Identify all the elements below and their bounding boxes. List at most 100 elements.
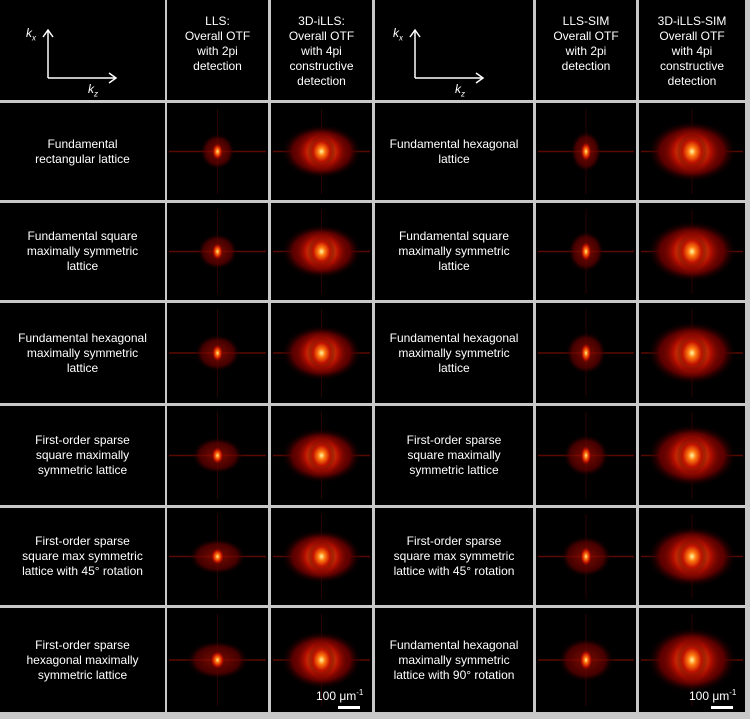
scale-line bbox=[711, 706, 733, 709]
otf-image bbox=[273, 309, 370, 397]
scale-superscript: -1 bbox=[356, 688, 364, 697]
column-header: LLS-SIM Overall OTF with 2pi detection bbox=[536, 0, 636, 100]
text-line: First-order sparse bbox=[35, 433, 130, 447]
text-line: LLS: bbox=[205, 14, 230, 28]
image-cell bbox=[639, 303, 745, 403]
scale-bar: 100 μm-1 bbox=[689, 688, 737, 709]
axes-arrows bbox=[409, 28, 485, 84]
otf-image bbox=[273, 109, 370, 194]
text-line: detection bbox=[561, 59, 611, 73]
axis-subscript: x bbox=[399, 33, 403, 43]
row-label: Fundamental hexagonal maximally symmetric… bbox=[375, 303, 533, 403]
otf-image bbox=[538, 514, 634, 599]
column-header: 3D-iLLS-SIM Overall OTF with 4pi constructi… bbox=[639, 0, 745, 100]
otf-image bbox=[273, 614, 370, 706]
text-line: rectangular lattice bbox=[35, 151, 130, 166]
otf-image bbox=[641, 614, 743, 706]
axis-subscript: z bbox=[461, 89, 465, 99]
otf-image bbox=[641, 209, 743, 294]
text-line: constructive bbox=[289, 59, 354, 73]
text-line: with 2pi bbox=[197, 44, 238, 58]
image-cell bbox=[536, 203, 636, 300]
otf-image bbox=[273, 514, 370, 599]
otf-image bbox=[169, 209, 266, 294]
text-line: lattice bbox=[438, 360, 470, 375]
text-line: lattice bbox=[438, 151, 470, 166]
otf-image bbox=[538, 209, 634, 294]
image-cell bbox=[639, 203, 745, 300]
text-line: with 2pi bbox=[565, 44, 607, 58]
text-line: First-order sparse bbox=[406, 534, 502, 548]
image-cell bbox=[271, 406, 372, 505]
text-line: lattice with 90° rotation bbox=[393, 667, 515, 682]
text-line: 3D-iLLS-SIM bbox=[657, 14, 727, 28]
scale-label: 100 μm bbox=[689, 689, 730, 703]
otf-image bbox=[169, 309, 266, 397]
axis-symbol: k bbox=[393, 26, 399, 40]
row-label: Fundamental square maximally symmetric lat… bbox=[0, 203, 165, 300]
otf-image bbox=[641, 412, 743, 499]
text-line: detection bbox=[667, 74, 717, 88]
text-line: Fundamental hexagonal bbox=[389, 330, 519, 345]
axis-label: kz bbox=[455, 82, 465, 98]
text-line: lattice bbox=[66, 360, 99, 375]
image-cell bbox=[167, 103, 268, 200]
column-header: 3D-iLLS: Overall OTF with 4pi constructive d… bbox=[271, 0, 372, 100]
text-line: Overall OTF bbox=[659, 29, 725, 43]
otf-image bbox=[273, 412, 370, 499]
text-line: 3D-iLLS: bbox=[298, 14, 345, 28]
text-line: square maximally bbox=[35, 448, 130, 462]
text-line: with 4pi bbox=[671, 44, 713, 58]
text-line: Overall OTF bbox=[288, 29, 355, 43]
text-line: lattice with 45° rotation bbox=[22, 564, 143, 578]
text-line: symmetric lattice bbox=[409, 463, 499, 477]
text-line: LLS-SIM bbox=[562, 14, 610, 28]
image-cell bbox=[639, 406, 745, 505]
scale-superscript: -1 bbox=[729, 688, 737, 697]
image-cell bbox=[536, 508, 636, 605]
otf-image bbox=[169, 514, 266, 599]
row-label: First-order sparse square maximally symmet… bbox=[0, 406, 165, 505]
row-label: First-order sparse square max symmetric la… bbox=[375, 508, 533, 605]
image-cell bbox=[536, 608, 636, 712]
axes-cell: kx kz bbox=[0, 0, 165, 100]
text-line: Overall OTF bbox=[184, 29, 251, 43]
text-line: detection bbox=[297, 74, 346, 88]
text-line: maximally symmetric bbox=[26, 345, 139, 360]
image-cell bbox=[271, 303, 372, 403]
text-line: lattice bbox=[66, 259, 99, 273]
image-cell bbox=[271, 203, 372, 300]
image-cell bbox=[639, 508, 745, 605]
image-cell bbox=[536, 303, 636, 403]
row-label: Fundamental square maximally symmetric lat… bbox=[375, 203, 533, 300]
image-cell bbox=[167, 303, 268, 403]
image-cell bbox=[271, 608, 372, 712]
column-header: LLS: Overall OTF with 2pi detection bbox=[167, 0, 268, 100]
otf-image bbox=[169, 109, 266, 194]
image-cell bbox=[271, 103, 372, 200]
text-line: maximally symmetric bbox=[26, 244, 139, 258]
image-cell bbox=[271, 508, 372, 605]
scale-bar: 100 μm-1 bbox=[316, 688, 364, 709]
axis-label: kz bbox=[88, 82, 98, 98]
axis-symbol: k bbox=[88, 82, 94, 96]
axes-cell: kx kz bbox=[375, 0, 533, 100]
row-label: First-order sparse square max symmetric la… bbox=[0, 508, 165, 605]
row-label: Fundamental hexagonal maximally symmetric… bbox=[0, 303, 165, 403]
image-cell bbox=[167, 508, 268, 605]
image-cell bbox=[639, 608, 745, 712]
text-line: constructive bbox=[659, 59, 725, 73]
text-line: with 4pi bbox=[301, 44, 342, 58]
otf-image bbox=[641, 514, 743, 599]
otf-image bbox=[641, 309, 743, 397]
axis-symbol: k bbox=[455, 82, 461, 96]
image-cell bbox=[536, 406, 636, 505]
otf-image bbox=[169, 614, 266, 706]
text-line: detection bbox=[193, 59, 242, 73]
axis-symbol: k bbox=[26, 26, 32, 40]
otf-image bbox=[273, 209, 370, 294]
text-line: square maximally bbox=[407, 448, 501, 462]
otf-image bbox=[538, 412, 634, 499]
text-line: square max symmetric bbox=[22, 549, 143, 563]
